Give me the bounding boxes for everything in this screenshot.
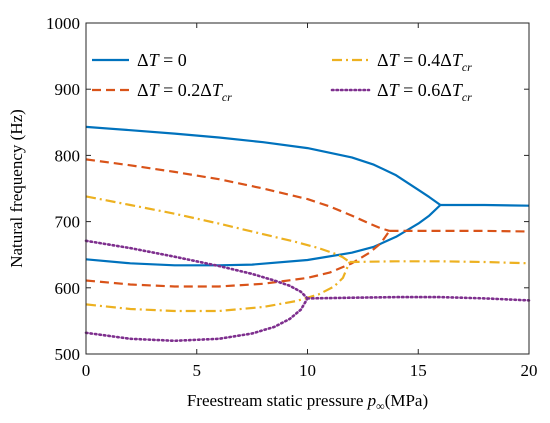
series-1-upper-line <box>85 158 390 232</box>
series-0-upper-line <box>85 125 442 206</box>
x-tick-label: 0 <box>82 361 91 380</box>
y-tick-label: 1000 <box>46 14 80 33</box>
y-tick-label: 700 <box>55 213 81 232</box>
legend-entry: ΔT = 0.4ΔTcr <box>332 50 472 74</box>
legend-entry: ΔT = 0.6ΔTcr <box>330 80 472 104</box>
series-3-merged-line <box>306 295 531 302</box>
legend-label: ΔT = 0.4ΔTcr <box>377 50 472 74</box>
series-2-merged-line <box>349 260 530 265</box>
legend-entry: ΔT = 0 <box>92 50 187 70</box>
legend-entry: ΔT = 0.2ΔTcr <box>92 80 232 104</box>
y-axis-label: Natural frequency (Hz) <box>7 109 26 268</box>
y-tick-label: 900 <box>55 80 81 99</box>
series-3-upper-line <box>84 239 309 300</box>
series-2-lower-line <box>85 261 351 313</box>
y-tick-label: 500 <box>55 345 81 364</box>
x-tick-label: 20 <box>521 361 538 380</box>
series-0-lower-line <box>85 204 442 267</box>
legend-label: ΔT = 0.2ΔTcr <box>137 80 232 104</box>
x-tick-label: 5 <box>193 361 202 380</box>
x-tick-label: 15 <box>410 361 427 380</box>
x-axis-label: Freestream static pressure p∞(MPa) <box>187 391 428 413</box>
y-tick-label: 600 <box>55 279 81 298</box>
series-1-lower-line <box>85 230 391 288</box>
legend-label: ΔT = 0.6ΔTcr <box>377 80 472 104</box>
y-axis-ticks: 500 600 700 800 900 1000 <box>46 14 529 364</box>
series-2-upper-line <box>85 195 351 263</box>
legend: ΔT = 0 ΔT = 0.4ΔTcr ΔT = 0.2ΔTcr ΔT = 0.6ΔT… <box>92 50 472 104</box>
x-axis-ticks: 0 5 10 15 20 <box>82 23 538 380</box>
legend-label: ΔT = 0 <box>137 50 187 70</box>
plot-lines <box>84 125 531 343</box>
series-3-lower-line <box>84 297 309 343</box>
series-0-merged-line <box>440 203 530 207</box>
series-1-merged-line <box>389 229 530 233</box>
x-tick-label: 10 <box>299 361 316 380</box>
y-tick-label: 800 <box>55 146 81 165</box>
